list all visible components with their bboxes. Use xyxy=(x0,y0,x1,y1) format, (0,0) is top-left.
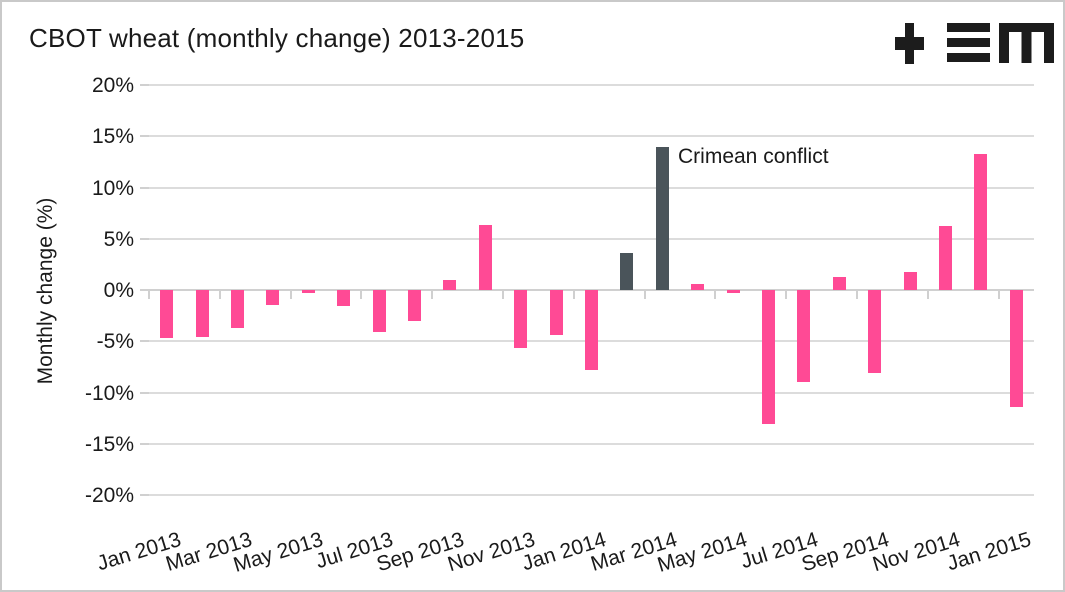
bar-oct-2014 xyxy=(903,271,917,290)
plot-area xyxy=(148,84,1034,496)
y-tick-label: -15% xyxy=(84,432,134,456)
bar-jun-2014 xyxy=(762,290,775,425)
bar-may-2014 xyxy=(726,290,740,294)
bar-jan-2015 xyxy=(1009,290,1023,407)
brand-logo-icon xyxy=(895,23,1054,64)
bar-sep-2013 xyxy=(443,279,457,290)
bar-oct-2013 xyxy=(478,225,492,290)
x-axis-tick xyxy=(856,290,858,299)
bar-jan-2014 xyxy=(585,290,598,370)
gridline xyxy=(149,84,1034,86)
bar-apr-2013 xyxy=(266,290,280,306)
x-axis-tick xyxy=(502,290,504,299)
y-tick-label: -10% xyxy=(84,381,134,405)
x-axis-tick xyxy=(572,290,575,299)
x-axis-tick xyxy=(785,290,788,299)
y-axis-tick xyxy=(140,442,149,445)
x-axis-tick xyxy=(148,290,150,299)
bar-feb-2014 xyxy=(620,253,634,290)
y-axis-tick xyxy=(140,494,149,496)
bar-apr-2014 xyxy=(691,283,705,290)
y-tick-label: 20% xyxy=(91,74,134,97)
bar-jul-2014 xyxy=(797,290,811,383)
gridline xyxy=(149,442,1034,445)
gridline xyxy=(149,237,1034,240)
annotation-crimean-conflict: Crimean conflict xyxy=(678,145,829,168)
x-axis-tick xyxy=(714,290,717,299)
y-tick-label: 15% xyxy=(91,125,134,149)
y-axis-tick xyxy=(140,237,149,240)
bar-jun-2013 xyxy=(337,290,351,307)
bar-mar-2013 xyxy=(231,290,244,328)
bar-mar-2014 xyxy=(655,146,669,290)
triple-bar-icon xyxy=(947,23,990,32)
bar-aug-2014 xyxy=(832,276,846,290)
y-axis-tick xyxy=(140,289,149,291)
y-axis-tick xyxy=(140,340,149,343)
bar-jul-2013 xyxy=(372,290,386,333)
x-axis-tick xyxy=(289,290,292,299)
x-axis-tick xyxy=(926,290,929,299)
bar-aug-2013 xyxy=(408,290,421,321)
bar-may-2013 xyxy=(301,290,315,294)
y-axis-tick xyxy=(140,135,149,138)
x-axis-tick xyxy=(360,290,363,299)
y-axis-tick xyxy=(140,186,149,189)
y-tick-label: 5% xyxy=(103,227,134,251)
gridline xyxy=(149,391,1034,394)
gridline xyxy=(149,186,1034,189)
y-tick-label: 10% xyxy=(91,176,134,200)
gridline xyxy=(149,135,1034,138)
bar-nov-2014 xyxy=(939,226,952,290)
x-axis-tick xyxy=(431,290,434,299)
brand-logo xyxy=(895,23,1054,64)
bar-sep-2014 xyxy=(868,290,882,374)
y-axis-tick xyxy=(140,391,149,394)
y-tick-label: 0% xyxy=(103,279,134,302)
bar-feb-2013 xyxy=(195,290,209,338)
y-tick-label: -5% xyxy=(96,330,134,354)
x-axis-tick xyxy=(218,290,221,299)
bar-jan-2013 xyxy=(160,290,174,339)
bar-dec-2013 xyxy=(549,290,563,336)
chart-title: CBOT wheat (monthly change) 2013-2015 xyxy=(29,23,525,53)
bar-nov-2013 xyxy=(514,290,528,349)
bar-dec-2014 xyxy=(974,153,988,290)
x-axis-tick xyxy=(643,290,646,299)
gridline xyxy=(149,494,1034,496)
y-tick-label: -20% xyxy=(84,484,134,507)
y-axis-tick xyxy=(140,84,149,86)
x-axis-tick xyxy=(997,290,1000,299)
